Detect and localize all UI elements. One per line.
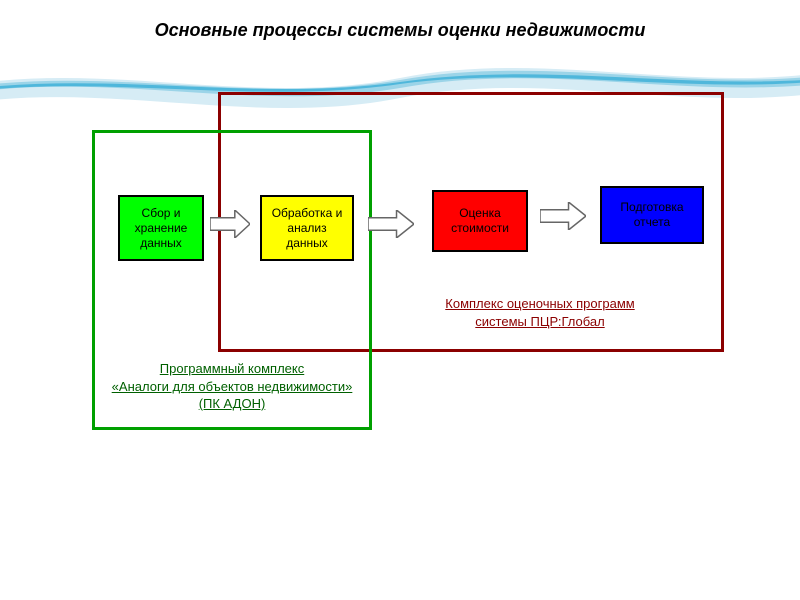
process-box-valuate: Оценкастоимости (432, 190, 528, 252)
group-green-caption: Программный комплекс«Аналоги для объекто… (92, 360, 372, 413)
process-label: Подготовкаотчета (620, 200, 683, 230)
arrow-icon (540, 202, 586, 230)
process-label: Оценкастоимости (451, 206, 509, 236)
group-red-caption: Комплекс оценочных программсистемы ПЦР:Г… (400, 295, 680, 330)
process-label: Обработка ианализданных (272, 206, 343, 251)
process-label: Сбор ихранениеданных (135, 206, 188, 251)
process-box-analyze: Обработка ианализданных (260, 195, 354, 261)
process-box-collect: Сбор ихранениеданных (118, 195, 204, 261)
diagram-canvas: Сбор ихранениеданных Обработка ианализда… (0, 0, 800, 600)
process-box-report: Подготовкаотчета (600, 186, 704, 244)
arrow-icon (368, 210, 414, 238)
arrow-icon (210, 210, 250, 238)
